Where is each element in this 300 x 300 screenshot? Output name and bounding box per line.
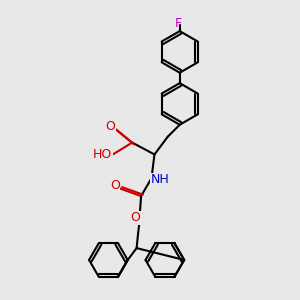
- Text: HO: HO: [93, 148, 112, 161]
- Text: F: F: [175, 17, 182, 30]
- Text: O: O: [106, 120, 116, 133]
- Text: O: O: [110, 179, 120, 192]
- Text: NH: NH: [151, 173, 170, 186]
- Text: O: O: [130, 211, 140, 224]
